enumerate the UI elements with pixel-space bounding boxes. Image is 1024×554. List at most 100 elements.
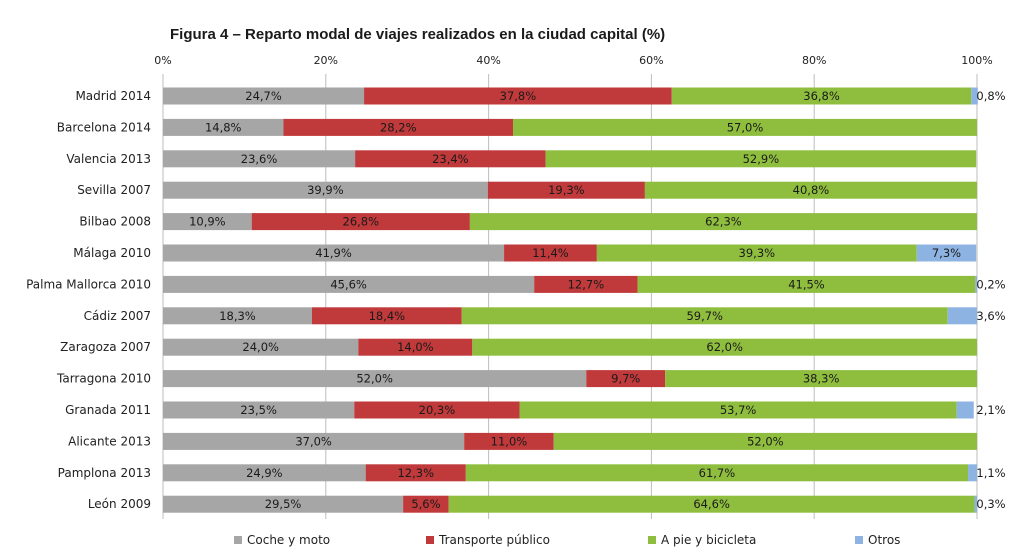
bar-segment (163, 495, 404, 513)
legend-swatch (234, 536, 242, 544)
data-label: 29,5% (265, 497, 302, 511)
bar-segment (974, 495, 977, 513)
legend-swatch (855, 536, 863, 544)
legend-swatch (426, 536, 434, 544)
data-label: 19,3% (548, 183, 585, 197)
data-label: 26,8% (343, 215, 380, 229)
bar-segment (665, 370, 977, 388)
x-tick-label: 0% (154, 54, 171, 67)
category-label: Valencia 2013 (66, 152, 151, 166)
bar-segment (465, 464, 969, 482)
bar-segment (163, 464, 366, 482)
data-label: 20,3% (419, 403, 456, 417)
data-label: 57,0% (727, 120, 764, 134)
bar-segment (971, 87, 978, 105)
bar-segment (354, 401, 520, 419)
data-label: 0,8% (976, 89, 1005, 103)
legend-label: Coche y moto (247, 533, 330, 547)
bar-segment (163, 181, 488, 199)
chart-title: Figura 4 – Reparto modal de viajes reali… (170, 26, 665, 43)
category-label: Pamplona 2013 (58, 466, 151, 480)
data-label: 62,3% (705, 215, 742, 229)
data-label: 12,3% (397, 466, 434, 480)
data-label: 23,4% (432, 152, 469, 166)
bar-segment (504, 244, 597, 262)
data-label: 59,7% (686, 309, 723, 323)
bar-segment (545, 150, 977, 168)
category-label: León 2009 (88, 497, 151, 511)
data-label: 14,0% (397, 340, 434, 354)
data-label: 24,0% (242, 340, 279, 354)
data-label: 10,9% (189, 215, 226, 229)
bar-segment (163, 432, 465, 450)
category-label: Málaga 2010 (73, 246, 151, 260)
gridlines (162, 74, 978, 519)
bar-segment (163, 307, 312, 325)
bar-segment (637, 275, 976, 293)
bars (163, 87, 978, 513)
bar-segment (365, 464, 466, 482)
legend-label: Transporte público (438, 533, 550, 547)
data-label: 11,4% (532, 246, 569, 260)
data-label: 14,8% (205, 120, 242, 134)
x-tick-label: 40% (476, 54, 500, 67)
category-label: Bilbao 2008 (79, 215, 151, 229)
data-label: 23,6% (241, 152, 278, 166)
bar-segment (283, 118, 514, 136)
bar-segment (163, 338, 359, 356)
legend-label: Otros (868, 533, 900, 547)
bar-segment (251, 213, 470, 231)
bar-segment (464, 432, 554, 450)
bar-segment (968, 464, 977, 482)
data-labels: 24,7% 37,8% 36,8% 0,8% 14,8% 28,2% 57,0% 23,6% 2… (189, 89, 1006, 511)
data-label: 52,0% (747, 434, 784, 448)
category-label: Cádiz 2007 (84, 309, 151, 323)
data-label: 23,5% (240, 403, 277, 417)
data-label: 37,0% (295, 434, 332, 448)
category-label: Tarragona 2010 (56, 372, 151, 386)
category-labels: Madrid 2014 Barcelona 2014 Valencia 2013 Se… (26, 89, 151, 511)
bar-segment (358, 338, 473, 356)
bar-segment (472, 338, 977, 356)
category-label: Zaragoza 2007 (60, 340, 151, 354)
bar-segment (916, 244, 977, 262)
bar-segment (163, 370, 587, 388)
bar-segment (403, 495, 449, 513)
data-label: 40,8% (793, 183, 830, 197)
bar-segment (163, 275, 535, 293)
data-label: 52,9% (743, 152, 780, 166)
bar-segment (163, 244, 505, 262)
data-label: 53,7% (720, 403, 757, 417)
data-label: 64,6% (693, 497, 730, 511)
x-tick-label: 100% (961, 54, 992, 67)
bar-segment (461, 307, 948, 325)
x-tick-label: 60% (639, 54, 663, 67)
x-axis-ticks: 0% 20% 40% 60% 80% 100% (154, 54, 992, 67)
data-label: 37,8% (500, 89, 537, 103)
category-label: Alicante 2013 (68, 434, 151, 448)
data-label: 12,7% (568, 277, 605, 291)
data-label: 2,1% (976, 403, 1005, 417)
data-label: 52,0% (356, 372, 393, 386)
bar-segment (671, 87, 972, 105)
x-tick-label: 20% (314, 54, 338, 67)
data-label: 38,3% (803, 372, 840, 386)
bar-segment (956, 401, 974, 419)
legend: Coche y moto Transporte público A pie y bi… (234, 533, 900, 547)
data-label: 62,0% (706, 340, 743, 354)
bar-segment (163, 150, 356, 168)
data-label: 61,7% (699, 466, 736, 480)
data-label: 41,5% (788, 277, 825, 291)
bar-segment (513, 118, 977, 136)
bar-segment (163, 401, 355, 419)
bar-segment (519, 401, 957, 419)
data-label: 39,9% (307, 183, 344, 197)
bar-segment (596, 244, 917, 262)
bar-segment (553, 432, 977, 450)
data-label: 1,1% (976, 466, 1005, 480)
bar-segment (355, 150, 546, 168)
data-label: 7,3% (932, 246, 961, 260)
bar-segment (448, 495, 975, 513)
legend-swatch (648, 536, 656, 544)
